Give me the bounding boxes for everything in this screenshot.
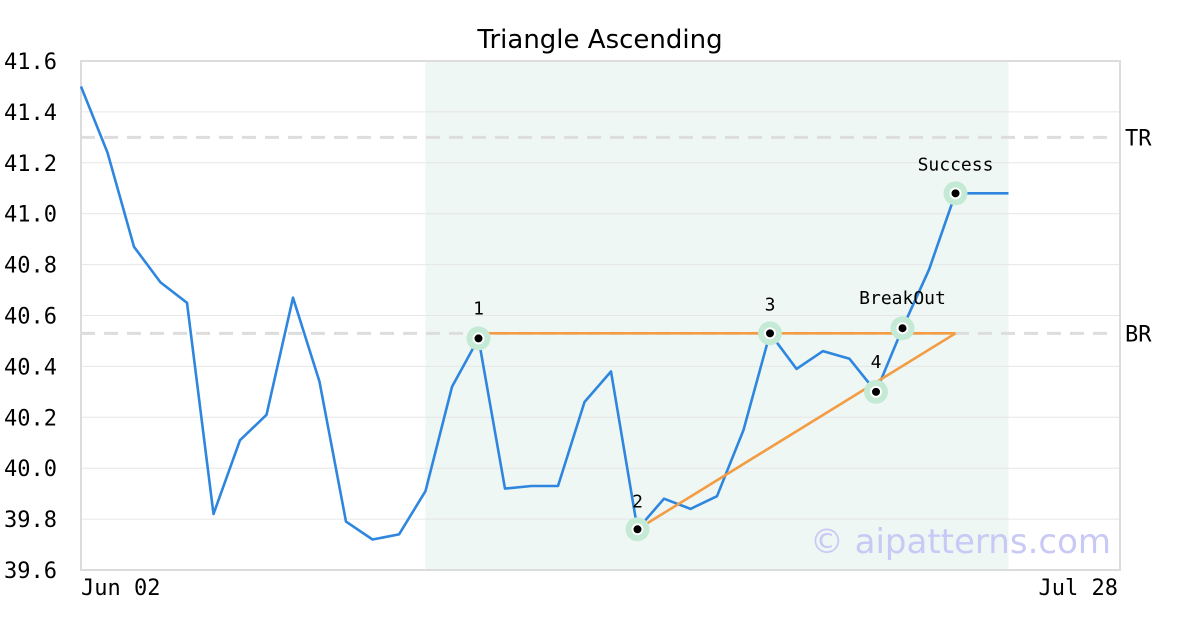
- point-label: BreakOut: [859, 288, 946, 309]
- support-line: [636, 332, 957, 531]
- x-tick-label: Jun 02: [81, 576, 160, 601]
- point-marker: [764, 327, 776, 340]
- y-tick-label: 41.2: [4, 152, 57, 177]
- point-marker: [870, 385, 882, 398]
- pattern-lines-layer: [478, 332, 957, 531]
- point-marker: [896, 322, 909, 335]
- y-tick-label: 39.8: [4, 508, 57, 533]
- y-tick-label: 39.6: [4, 559, 57, 584]
- y-tick-label: 40.6: [4, 305, 57, 330]
- y-tick-label: 40.2: [4, 406, 57, 431]
- level-label-br: BR: [1125, 322, 1152, 347]
- y-tick-label: 40.8: [4, 254, 57, 279]
- point-marker: [949, 187, 962, 200]
- point-label: 4: [871, 352, 882, 373]
- point-label: Success: [918, 154, 994, 175]
- point-label: 2: [632, 491, 643, 512]
- pattern-points-layer: 1 2 3 4 BreakOut Success: [466, 154, 994, 542]
- y-tick-label: 41.0: [4, 203, 57, 228]
- chart-title: Triangle Ascending: [476, 25, 722, 55]
- y-tick-label: 40.4: [4, 355, 57, 380]
- point-marker: [472, 332, 485, 345]
- point-label: 1: [473, 298, 484, 319]
- price-series-line: [79, 86, 1009, 541]
- plot-frame: [80, 60, 1121, 571]
- axis-labels-layer: 39.6 39.8 40.0 40.2 40.4 40.6 40.8 41.0 41.2 41.4…: [4, 50, 1118, 601]
- level-label-tr: TR: [1125, 126, 1152, 151]
- point-label: 3: [765, 294, 776, 315]
- series-layer: [79, 86, 1009, 541]
- point-marker: [631, 523, 644, 536]
- watermark: © aipatterns.com: [810, 522, 1111, 562]
- y-tick-label: 41.4: [4, 101, 57, 126]
- y-tick-label: 41.6: [4, 50, 57, 75]
- x-tick-label: Jul 28: [1039, 576, 1118, 601]
- y-tick-label: 40.0: [4, 457, 57, 482]
